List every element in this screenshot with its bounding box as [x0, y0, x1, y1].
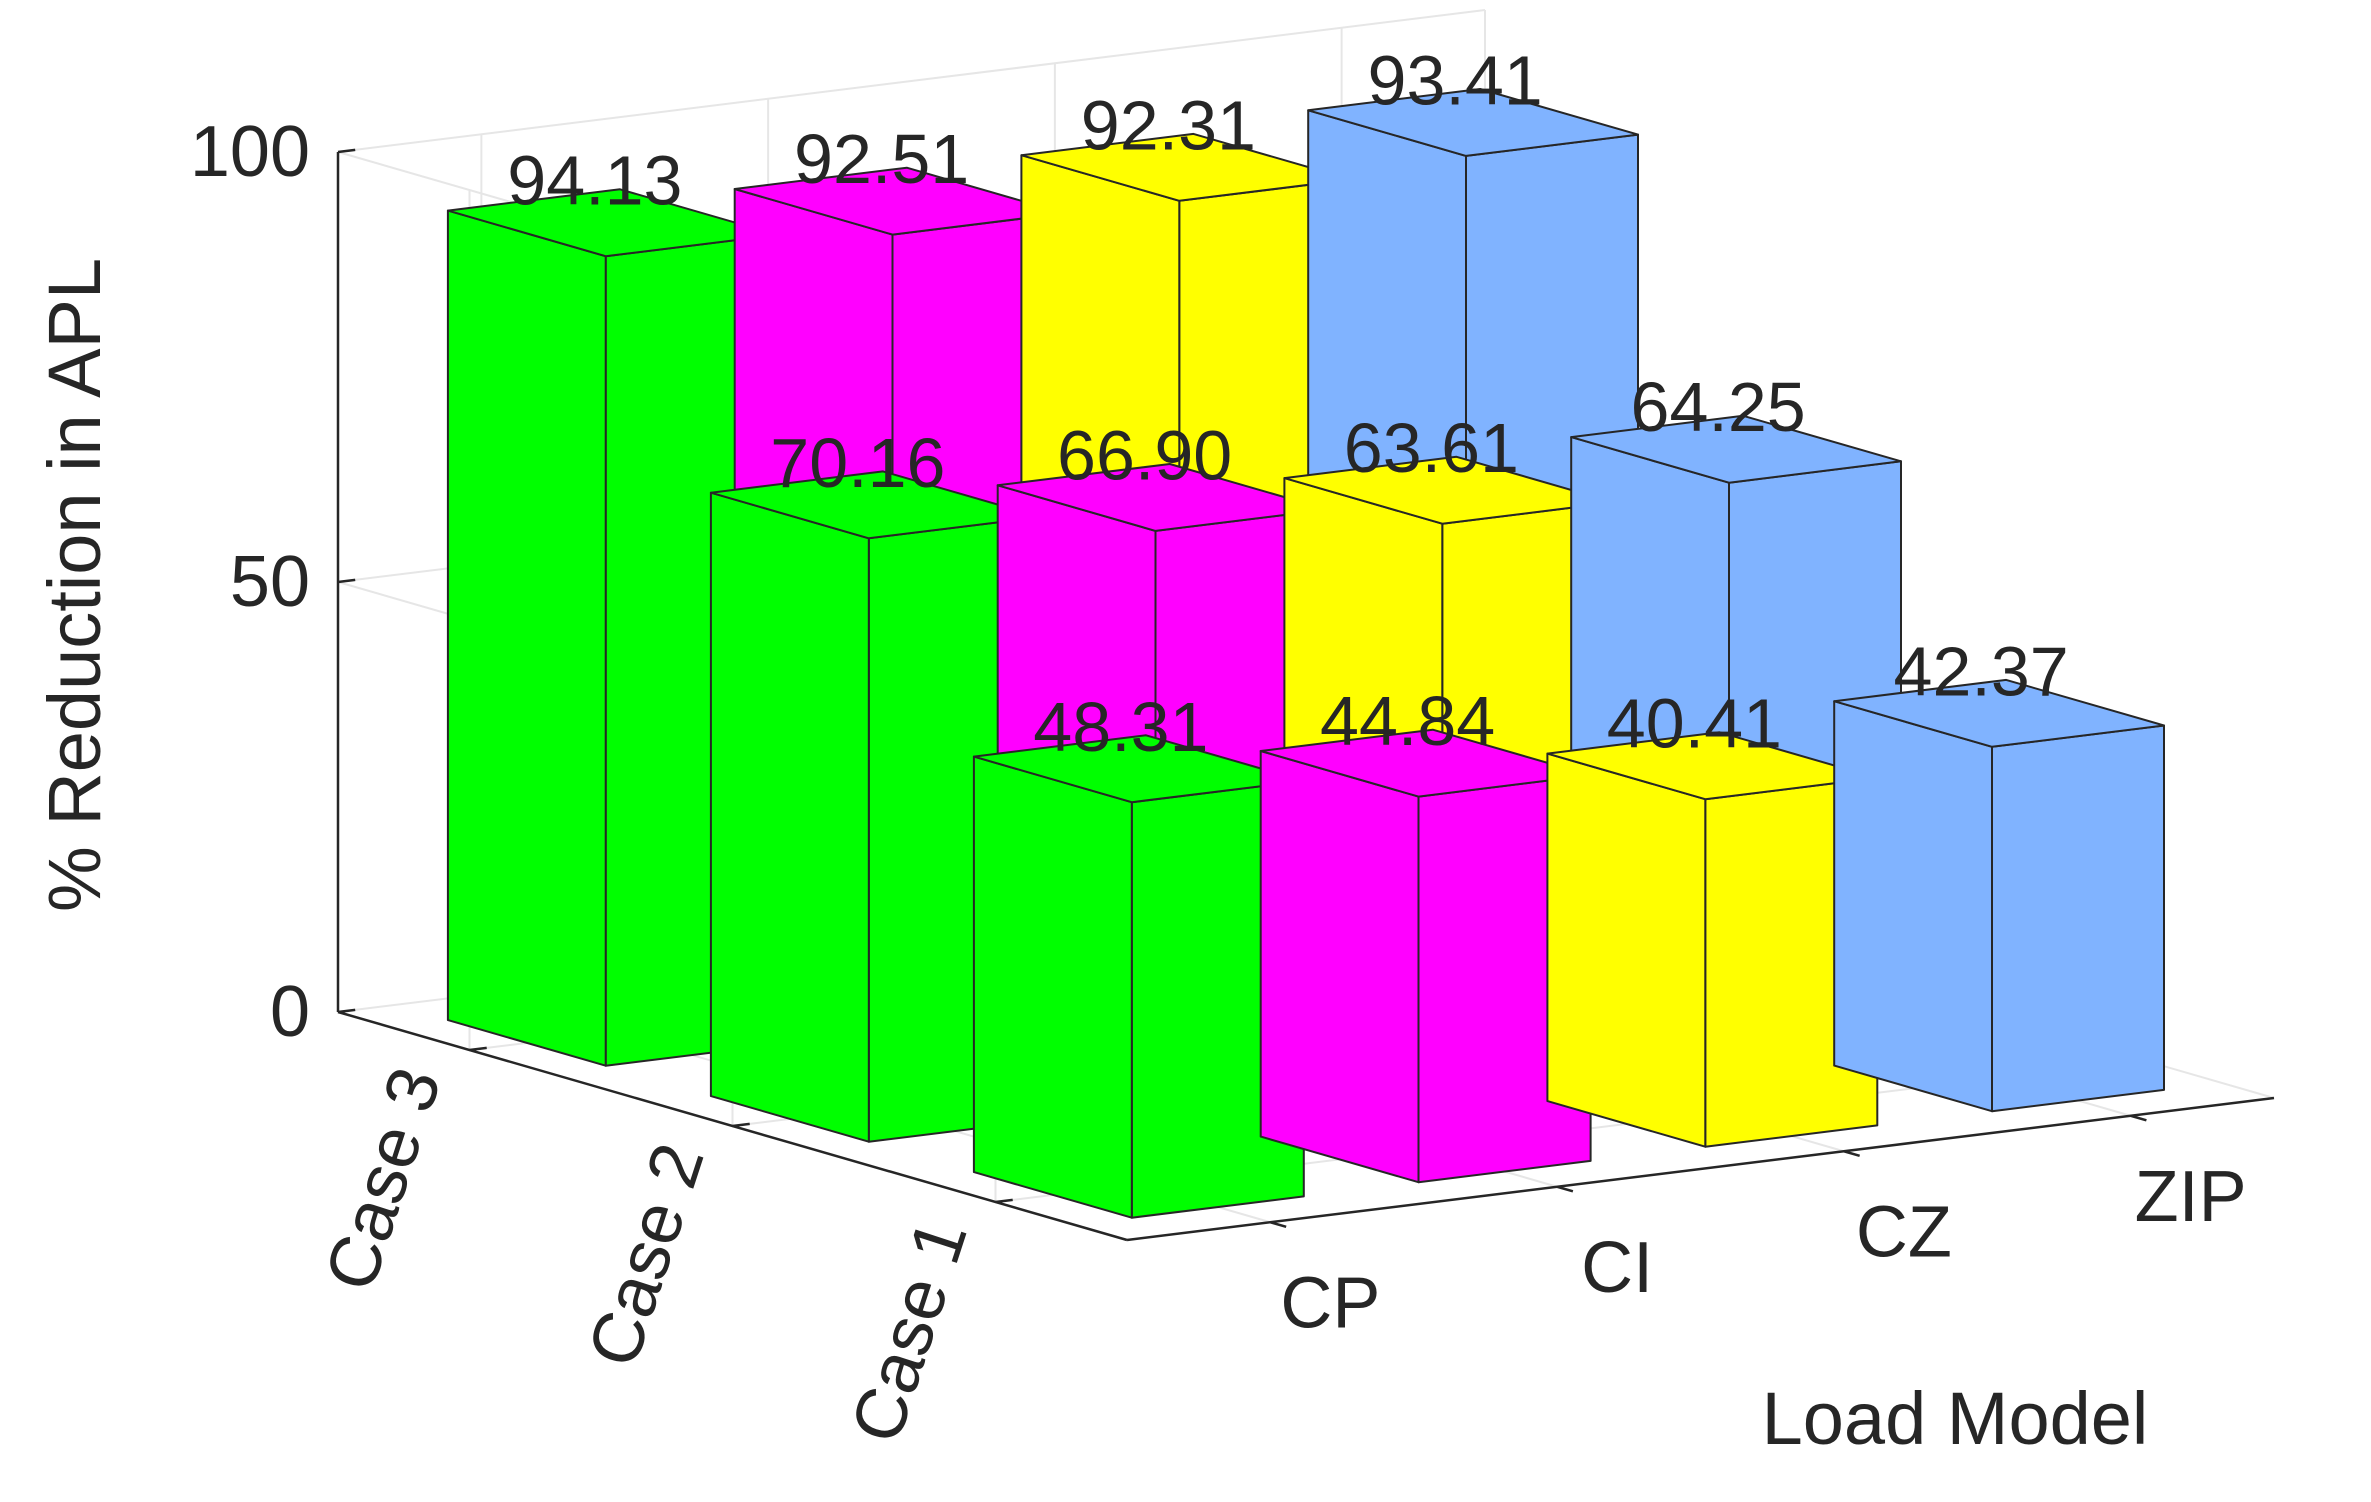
x-tick — [1843, 1150, 1861, 1158]
case-tick — [995, 1198, 1013, 1204]
data-label: 63.61 — [1344, 409, 1519, 487]
case-tick-label: Case 2 — [573, 1134, 720, 1376]
data-label: 92.31 — [1081, 86, 1256, 164]
bar-top-face — [1833, 678, 2165, 748]
data-label: 48.31 — [1033, 688, 1208, 766]
z-tick-label: 0 — [270, 972, 310, 1052]
z-tick — [337, 1008, 356, 1014]
x-tick — [2130, 1114, 2147, 1122]
bar — [1259, 728, 1592, 1184]
y-axis-title: % Reduction in APL — [33, 258, 116, 912]
x-axis-title: Load Model — [1762, 1377, 2149, 1460]
data-label: 64.25 — [1631, 368, 1806, 446]
data-label: 93.41 — [1368, 41, 1543, 119]
data-label: 92.51 — [794, 120, 969, 198]
bar-top-face — [1546, 731, 1879, 801]
case-tick-label: Case 1 — [836, 1210, 983, 1452]
data-label: 66.90 — [1057, 416, 1232, 494]
bar-top-face — [709, 470, 1042, 540]
case-tick — [732, 1122, 750, 1128]
data-label: 42.37 — [1894, 632, 2069, 710]
x-tick-label: CZ — [1856, 1192, 1952, 1272]
bar-top-face — [446, 188, 779, 258]
bar-side-face — [1259, 750, 1420, 1184]
x-axis-line — [1126, 1096, 2275, 1242]
x-tick — [1556, 1185, 1574, 1193]
bar — [972, 734, 1305, 1219]
x-tick-label: ZIP — [2135, 1157, 2247, 1237]
bar — [1833, 678, 2165, 1113]
bar-top-face — [996, 463, 1329, 532]
x-tick-label: CI — [1581, 1228, 1653, 1308]
bar-side-face — [446, 209, 607, 1067]
data-label: 70.16 — [770, 424, 945, 502]
case-tick-label: Case 3 — [310, 1058, 457, 1300]
data-label: 40.41 — [1607, 685, 1782, 763]
bar-front-face — [1991, 724, 2165, 1113]
case-tick — [469, 1046, 487, 1052]
x-tick — [1270, 1221, 1287, 1229]
data-labels: 94.13 92.51 92.31 93.41 70.16 66.90 63.61 64.25… — [507, 41, 2068, 765]
x-tick-label: CP — [1280, 1263, 1380, 1343]
data-label: 94.13 — [507, 142, 682, 220]
bar-top-face — [1570, 414, 1902, 484]
bar-side-face — [1546, 752, 1707, 1148]
bar-top-face — [1307, 88, 1639, 157]
bar-top-face — [1259, 728, 1592, 798]
z-tick — [337, 578, 356, 584]
bar-top-face — [733, 166, 1066, 236]
z-tick-label: 100 — [190, 112, 310, 192]
gridline-z-back — [337, 9, 1486, 153]
bar-top-face — [1020, 132, 1353, 202]
data-label: 44.84 — [1320, 682, 1495, 760]
bars — [446, 88, 2165, 1219]
z-tick-label: 50 — [230, 542, 310, 622]
bar-side-face — [709, 491, 870, 1143]
bar-top-face — [1283, 455, 1616, 525]
bar-top-face — [972, 734, 1305, 804]
z-tick — [337, 148, 356, 154]
bar-side-face — [972, 755, 1133, 1219]
bar-side-face — [1833, 700, 1993, 1113]
bar — [1546, 731, 1879, 1148]
